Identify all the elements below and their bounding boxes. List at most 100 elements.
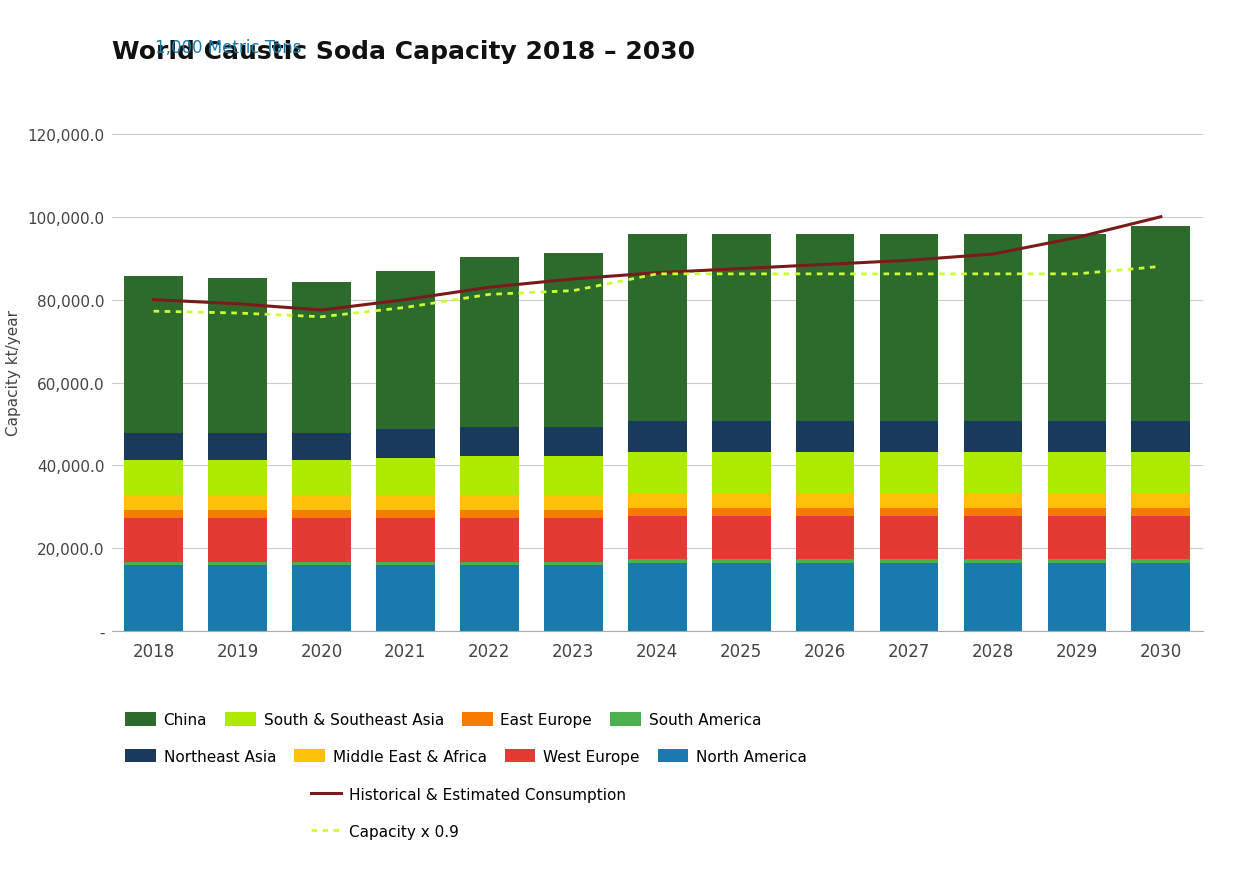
Bar <box>544 456 603 496</box>
Bar <box>627 508 687 517</box>
Bar <box>293 433 351 460</box>
Bar <box>544 253 603 427</box>
Bar <box>460 518 518 562</box>
Bar <box>879 517 939 560</box>
Bar <box>376 496 435 510</box>
Bar <box>1131 421 1190 453</box>
Bar <box>712 235 770 421</box>
Bar <box>796 563 854 631</box>
Bar <box>796 453 854 494</box>
Bar <box>963 517 1022 560</box>
Bar <box>124 510 184 518</box>
Bar <box>1048 421 1106 453</box>
Bar <box>879 235 939 421</box>
Bar <box>208 510 267 518</box>
Bar <box>208 565 267 631</box>
Bar <box>627 494 687 508</box>
Bar <box>376 510 435 518</box>
Bar <box>879 560 939 563</box>
Y-axis label: Capacity kt/year: Capacity kt/year <box>6 310 21 436</box>
Bar <box>796 560 854 563</box>
Bar <box>376 565 435 631</box>
Bar <box>627 235 687 421</box>
Bar <box>963 508 1022 517</box>
Bar <box>293 518 351 562</box>
Bar <box>376 459 435 496</box>
Bar <box>879 508 939 517</box>
Bar <box>124 518 184 562</box>
Bar <box>208 433 267 460</box>
Bar <box>879 563 939 631</box>
Bar <box>376 562 435 565</box>
Bar <box>124 565 184 631</box>
Bar <box>124 433 184 460</box>
Bar <box>460 456 518 496</box>
Bar <box>124 562 184 565</box>
Bar <box>1048 235 1106 421</box>
Bar <box>208 460 267 496</box>
Bar <box>1131 453 1190 494</box>
Bar <box>544 496 603 510</box>
Bar <box>208 278 267 433</box>
Bar <box>1131 563 1190 631</box>
Bar <box>544 427 603 456</box>
Bar <box>293 562 351 565</box>
Bar <box>1048 560 1106 563</box>
Bar <box>460 258 518 427</box>
Bar <box>293 565 351 631</box>
Bar <box>712 453 770 494</box>
Bar <box>879 421 939 453</box>
Bar <box>712 421 770 453</box>
Bar <box>544 510 603 518</box>
Bar <box>293 496 351 510</box>
Bar <box>1048 517 1106 560</box>
Bar <box>460 562 518 565</box>
Bar <box>293 460 351 496</box>
Bar <box>712 517 770 560</box>
Bar <box>208 562 267 565</box>
Bar <box>460 510 518 518</box>
Bar <box>544 562 603 565</box>
Bar <box>1131 517 1190 560</box>
Bar <box>208 518 267 562</box>
Bar <box>627 563 687 631</box>
Bar <box>376 272 435 430</box>
Bar <box>460 565 518 631</box>
Bar <box>963 560 1022 563</box>
Bar <box>1131 226 1190 421</box>
Bar <box>963 421 1022 453</box>
Bar <box>460 427 518 456</box>
Bar <box>1048 453 1106 494</box>
Bar <box>963 563 1022 631</box>
Bar <box>1048 494 1106 508</box>
Bar <box>627 453 687 494</box>
Bar <box>963 235 1022 421</box>
Bar <box>627 517 687 560</box>
Bar <box>627 421 687 453</box>
Bar <box>1048 508 1106 517</box>
Bar <box>712 560 770 563</box>
Legend: Capacity x 0.9: Capacity x 0.9 <box>305 817 465 845</box>
Bar <box>796 421 854 453</box>
Bar <box>796 508 854 517</box>
Bar <box>1131 560 1190 563</box>
Bar <box>627 560 687 563</box>
Bar <box>293 282 351 433</box>
Bar <box>1131 508 1190 517</box>
Bar <box>208 496 267 510</box>
Bar <box>376 518 435 562</box>
Bar <box>124 460 184 496</box>
Bar <box>460 496 518 510</box>
Bar <box>796 494 854 508</box>
Bar <box>1131 494 1190 508</box>
Bar <box>544 518 603 562</box>
Bar <box>963 453 1022 494</box>
Bar <box>963 494 1022 508</box>
Bar <box>712 494 770 508</box>
Bar <box>796 235 854 421</box>
Text: World Caustic Soda Capacity 2018 – 2030: World Caustic Soda Capacity 2018 – 2030 <box>112 39 694 63</box>
Text: 1,000 Metric Tons: 1,000 Metric Tons <box>155 39 301 57</box>
Bar <box>124 276 184 433</box>
Bar <box>796 517 854 560</box>
Bar <box>124 496 184 510</box>
